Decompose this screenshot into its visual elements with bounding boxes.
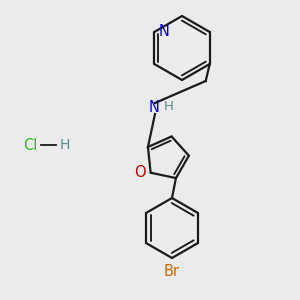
Text: H: H xyxy=(164,100,174,112)
Text: N: N xyxy=(158,25,169,40)
Text: N: N xyxy=(148,100,159,116)
Text: H: H xyxy=(60,138,70,152)
Text: Br: Br xyxy=(164,264,180,279)
Text: O: O xyxy=(134,165,146,180)
Text: Cl: Cl xyxy=(24,137,38,152)
